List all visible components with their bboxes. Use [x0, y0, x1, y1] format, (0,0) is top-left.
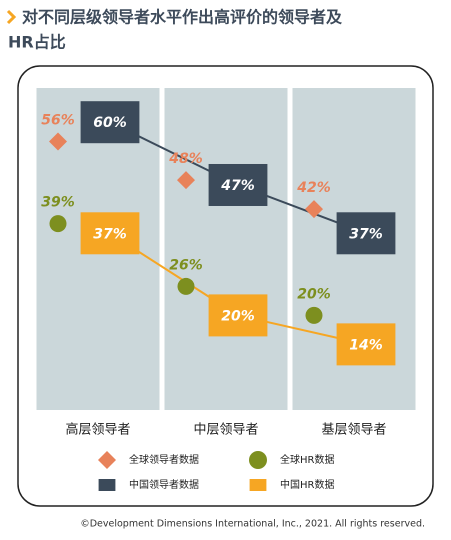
data-label: 42%: [296, 180, 331, 196]
data-label: 37%: [93, 226, 127, 242]
legend-label: 全球HR数据: [280, 453, 334, 466]
data-label: 20%: [297, 286, 331, 302]
legend-label: 全球领导者数据: [129, 453, 199, 466]
data-label: 60%: [93, 115, 127, 131]
data-square: [336, 212, 396, 255]
data-circle: [177, 277, 195, 295]
title-chevron: [6, 9, 17, 25]
data-square: [208, 163, 268, 206]
data-label: 26%: [169, 257, 203, 273]
frame: [17, 65, 434, 507]
data-circle: [49, 215, 67, 233]
data-label: 47%: [220, 178, 255, 194]
panel: [164, 88, 288, 410]
x-tick-label: 高层领导者: [65, 422, 130, 438]
data-square: [80, 212, 140, 255]
data-label: 20%: [221, 308, 255, 324]
legend-swatch: [249, 451, 267, 469]
data-circle: [305, 306, 323, 324]
x-tick-label: 中层领导者: [193, 423, 258, 438]
x-tick-label: 基层领导者: [321, 423, 386, 438]
legend-swatch: [98, 479, 116, 491]
data-square: [336, 323, 396, 366]
data-diamond: [305, 200, 323, 219]
data-diamond: [49, 132, 67, 151]
data-label: 14%: [349, 337, 383, 353]
data-square: [80, 101, 140, 144]
footnote: ©Development Dimensions International, I…: [80, 519, 425, 530]
data-diamond: [177, 171, 195, 190]
data-label: 39%: [41, 195, 75, 211]
data-label: 56%: [41, 113, 75, 129]
chart-title: HR占比: [8, 33, 66, 52]
legend-label: 中国领导者数据: [129, 478, 199, 491]
data-label: 48%: [168, 151, 203, 167]
data-label: 37%: [349, 226, 383, 242]
data-square: [208, 294, 268, 337]
legend-swatch: [98, 451, 116, 469]
chart-title: 对不同层级领导者水平作出高评价的领导者及: [22, 8, 343, 27]
legend-swatch: [249, 479, 267, 491]
legend-label: 中国HR数据: [280, 478, 334, 491]
